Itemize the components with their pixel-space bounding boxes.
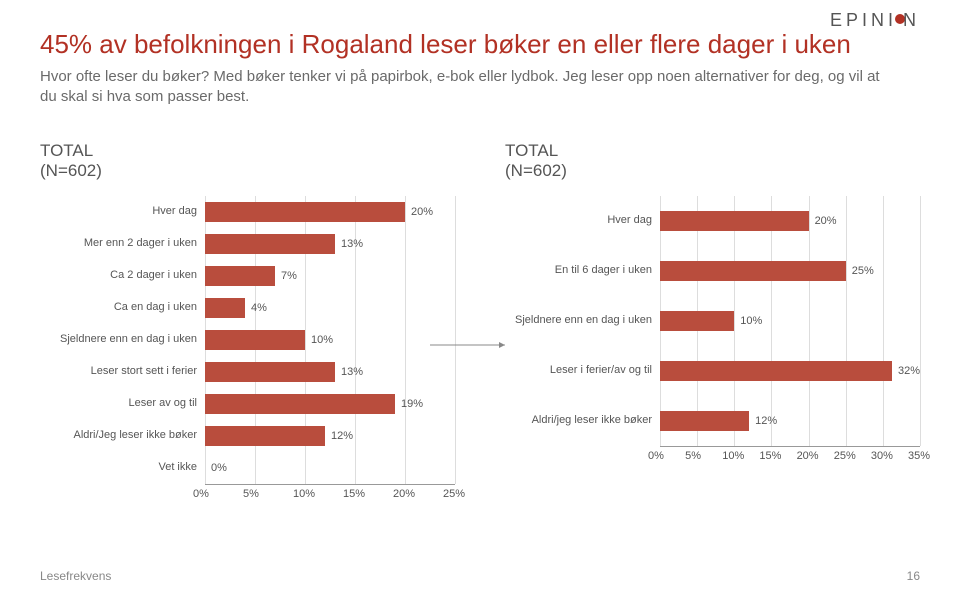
- bar: [205, 362, 335, 382]
- bar: [660, 261, 846, 281]
- axis-tick: 15%: [771, 447, 793, 459]
- brand-logo: EPININ: [830, 10, 920, 31]
- chart-row: Sjeldnere enn en dag i uken 10%: [505, 296, 920, 346]
- axis-tick: 0%: [660, 447, 676, 459]
- axis-tick: 35%: [920, 447, 942, 459]
- chart-row: Mer enn 2 dager i uken 13%: [40, 228, 455, 260]
- bar-label: Hver dag: [40, 205, 205, 218]
- bar-label: En til 6 dager i uken: [505, 264, 660, 277]
- left-chart-title: TOTAL (N=602): [40, 141, 455, 182]
- right-chart-title: TOTAL (N=602): [505, 141, 920, 182]
- chart-row: Sjeldnere enn en dag i uken 10%: [40, 324, 455, 356]
- axis-tick: 10%: [734, 447, 756, 459]
- chart-row: Ca 2 dager i uken 7%: [40, 260, 455, 292]
- axis-tick: 30%: [883, 447, 905, 459]
- bar-value: 19%: [401, 398, 423, 410]
- bar-value: 10%: [311, 334, 333, 346]
- axis-tick: 20%: [809, 447, 831, 459]
- bar-value: 13%: [341, 238, 363, 250]
- bar-value: 20%: [815, 215, 837, 227]
- footer-section: Lesefrekvens: [40, 569, 111, 583]
- bar: [660, 311, 734, 331]
- bar-value: 7%: [281, 270, 297, 282]
- left-chart: TOTAL (N=602) Hver dag 20% Mer enn 2 dager…: [40, 141, 455, 502]
- bar-label: Ca 2 dager i uken: [40, 269, 205, 282]
- bar-value: 12%: [755, 415, 777, 427]
- bar-value: 25%: [852, 265, 874, 277]
- bar: [205, 330, 305, 350]
- bar-label: Leser stort sett i ferier: [40, 365, 205, 378]
- bar-label: Aldri/jeg leser ikke bøker: [505, 414, 660, 427]
- page-subtitle: Hvor ofte leser du bøker? Med bøker tenk…: [40, 67, 880, 108]
- axis-tick: 0%: [205, 485, 221, 497]
- right-chart: TOTAL (N=602) Hver dag 20% En til 6 dager …: [505, 141, 920, 502]
- bar-label: Leser av og til: [40, 397, 205, 410]
- bar-value: 12%: [331, 430, 353, 442]
- axis-tick: 15%: [355, 485, 377, 497]
- axis-tick: 10%: [305, 485, 327, 497]
- axis-tick: 20%: [405, 485, 427, 497]
- bar-label: Mer enn 2 dager i uken: [40, 237, 205, 250]
- bar: [205, 234, 335, 254]
- axis-tick: 25%: [455, 485, 477, 497]
- chart-row: Hver dag 20%: [505, 196, 920, 246]
- bar-value: 13%: [341, 366, 363, 378]
- chart-row: Leser stort sett i ferier 13%: [40, 356, 455, 388]
- bar-label: Sjeldnere enn en dag i uken: [40, 333, 205, 346]
- bar: [660, 361, 892, 381]
- bar: [205, 202, 405, 222]
- chart-row: Aldri/jeg leser ikke bøker 12%: [505, 396, 920, 446]
- axis-tick: 5%: [255, 485, 271, 497]
- chart-row: Leser i ferier/av og til 32%: [505, 346, 920, 396]
- page-title: 45% av befolkningen i Rogaland leser bøk…: [40, 28, 920, 61]
- chart-row: Ca en dag i uken 4%: [40, 292, 455, 324]
- bar-value: 4%: [251, 302, 267, 314]
- bar: [660, 211, 809, 231]
- bar-label: Aldri/Jeg leser ikke bøker: [40, 429, 205, 442]
- bar-label: Leser i ferier/av og til: [505, 364, 660, 377]
- chart-row: Vet ikke 0%: [40, 452, 455, 484]
- bar: [660, 411, 749, 431]
- chart-row: Hver dag 20%: [40, 196, 455, 228]
- bar: [205, 298, 245, 318]
- chart-row: En til 6 dager i uken 25%: [505, 246, 920, 296]
- chart-row: Aldri/Jeg leser ikke bøker 12%: [40, 420, 455, 452]
- page-number: 16: [907, 569, 920, 583]
- bar-value: 32%: [898, 365, 920, 377]
- axis-tick: 25%: [846, 447, 868, 459]
- bar-value: 20%: [411, 206, 433, 218]
- bar-value: 10%: [740, 315, 762, 327]
- bar: [205, 394, 395, 414]
- bar-label: Hver dag: [505, 214, 660, 227]
- bar-label: Vet ikke: [40, 461, 205, 474]
- bar: [205, 426, 325, 446]
- bar-value: 0%: [211, 462, 227, 474]
- bar-label: Sjeldnere enn en dag i uken: [505, 314, 660, 327]
- chart-row: Leser av og til 19%: [40, 388, 455, 420]
- bar: [205, 266, 275, 286]
- axis-tick: 5%: [697, 447, 713, 459]
- bar-label: Ca en dag i uken: [40, 301, 205, 314]
